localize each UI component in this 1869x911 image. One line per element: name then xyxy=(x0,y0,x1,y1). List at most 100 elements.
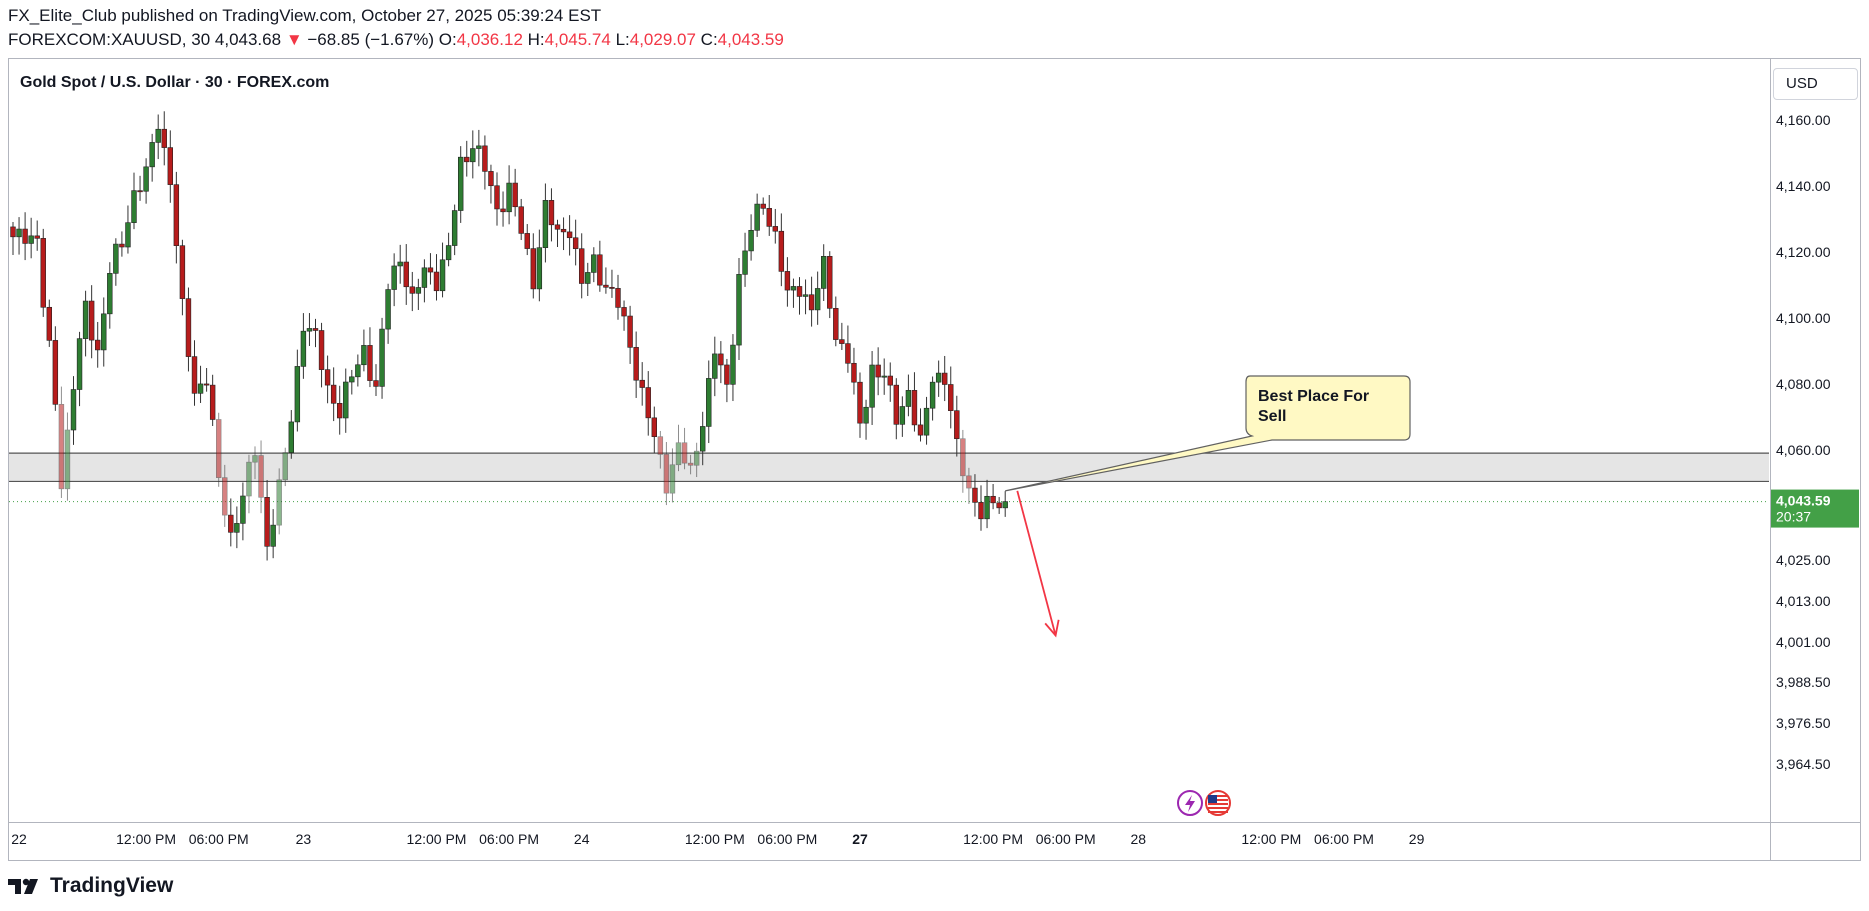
candle-body xyxy=(343,381,349,419)
candle-body xyxy=(712,353,718,379)
candle-body xyxy=(191,356,198,394)
candle xyxy=(578,233,585,299)
candle xyxy=(403,244,409,305)
candle-body xyxy=(228,514,234,533)
candle xyxy=(270,509,276,559)
candle-body xyxy=(10,226,16,238)
candle-body xyxy=(40,238,46,308)
candle xyxy=(869,351,875,425)
candle xyxy=(542,183,549,263)
publish-header: FX_Elite_Club published on TradingView.c… xyxy=(8,6,602,25)
candle xyxy=(621,300,627,331)
candle xyxy=(839,322,845,351)
candle-body xyxy=(512,182,518,208)
candle-body xyxy=(754,203,760,231)
candle xyxy=(814,271,821,325)
candle-body xyxy=(403,261,409,288)
candle xyxy=(457,146,464,223)
candle-body xyxy=(881,375,887,378)
candle-body xyxy=(929,381,936,409)
candle-body xyxy=(639,379,645,388)
candle-body xyxy=(681,442,688,464)
candle-body xyxy=(560,228,567,233)
candle xyxy=(421,259,428,303)
sell-callout[interactable]: Best Place For Sell xyxy=(1005,375,1411,492)
candle-body xyxy=(149,142,155,168)
y-tick-label: 4,013.00 xyxy=(1776,593,1831,609)
candle xyxy=(857,372,863,438)
x-tick-label: 12:00 PM xyxy=(1241,831,1301,847)
candle-body xyxy=(185,298,192,357)
candle xyxy=(923,396,930,445)
candle-body xyxy=(258,455,264,498)
candle-body xyxy=(179,245,186,299)
candle-body xyxy=(827,256,833,309)
x-tick-label: 12:00 PM xyxy=(685,831,745,847)
candle xyxy=(113,238,119,286)
candle-body xyxy=(996,502,1002,509)
candle-body xyxy=(70,389,77,431)
candle-body xyxy=(875,364,881,378)
y-tick-label: 3,964.50 xyxy=(1776,756,1831,772)
candle-body xyxy=(736,274,742,346)
tradingview-brand[interactable]: TradingView xyxy=(8,874,173,898)
candle xyxy=(651,406,658,454)
candle-body xyxy=(1002,501,1008,509)
candle xyxy=(536,229,543,302)
candle xyxy=(216,412,222,487)
candle xyxy=(851,347,857,395)
candle xyxy=(687,454,694,475)
brand-text: TradingView xyxy=(50,874,174,897)
candle-body xyxy=(954,410,960,440)
candle-body xyxy=(911,390,918,426)
candle xyxy=(294,349,301,432)
candle-body xyxy=(905,390,912,407)
candle xyxy=(566,215,573,256)
currency-button[interactable]: USD xyxy=(1773,68,1858,100)
candle xyxy=(82,290,89,357)
y-tick-label: 3,988.50 xyxy=(1776,674,1831,690)
candle xyxy=(929,376,936,421)
change-arrow: ▼ xyxy=(285,30,303,49)
flash-icon[interactable] xyxy=(1177,790,1203,816)
candle-body xyxy=(597,254,603,286)
candle-body xyxy=(651,417,658,437)
time-axis-divider xyxy=(8,822,1861,823)
candle xyxy=(349,369,355,395)
candle-body xyxy=(585,272,591,284)
candle xyxy=(488,164,494,204)
candle xyxy=(391,253,397,307)
candle xyxy=(143,158,149,204)
open-label: O: xyxy=(438,30,457,49)
candle-body xyxy=(433,271,440,292)
candle xyxy=(984,479,990,529)
candle-body xyxy=(385,289,391,330)
candle xyxy=(240,482,246,541)
candle xyxy=(282,447,288,487)
candle xyxy=(675,424,682,472)
candle-body xyxy=(58,404,65,490)
candle xyxy=(603,267,609,294)
candle xyxy=(681,427,688,470)
candle-body xyxy=(760,203,766,209)
candle-body xyxy=(772,226,779,232)
candle xyxy=(58,386,65,498)
candle-body xyxy=(923,407,930,436)
candle-body xyxy=(742,250,748,275)
candle xyxy=(712,336,718,397)
us-flag-icon[interactable] xyxy=(1205,790,1231,816)
candle-body xyxy=(451,210,458,246)
candle-body xyxy=(748,229,754,252)
candle-body xyxy=(645,387,651,419)
candle-body xyxy=(851,362,857,383)
candle xyxy=(433,254,440,301)
candle xyxy=(548,188,555,242)
candle-body xyxy=(917,424,924,436)
candle-body xyxy=(578,248,585,284)
down-arrow[interactable] xyxy=(1016,490,1060,638)
candle xyxy=(494,172,500,226)
countdown-label: 20:37 xyxy=(1776,509,1811,525)
candle xyxy=(191,340,198,406)
candle xyxy=(34,220,40,251)
